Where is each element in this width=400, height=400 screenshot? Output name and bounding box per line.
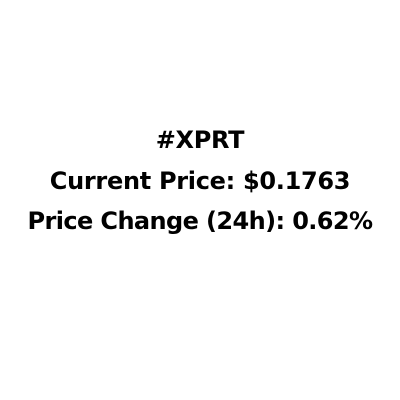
current-price-text: Current Price: $0.1763 xyxy=(49,167,351,195)
ticker-symbol: #XPRT xyxy=(155,126,245,154)
price-change-text: Price Change (24h): 0.62% xyxy=(27,207,374,235)
